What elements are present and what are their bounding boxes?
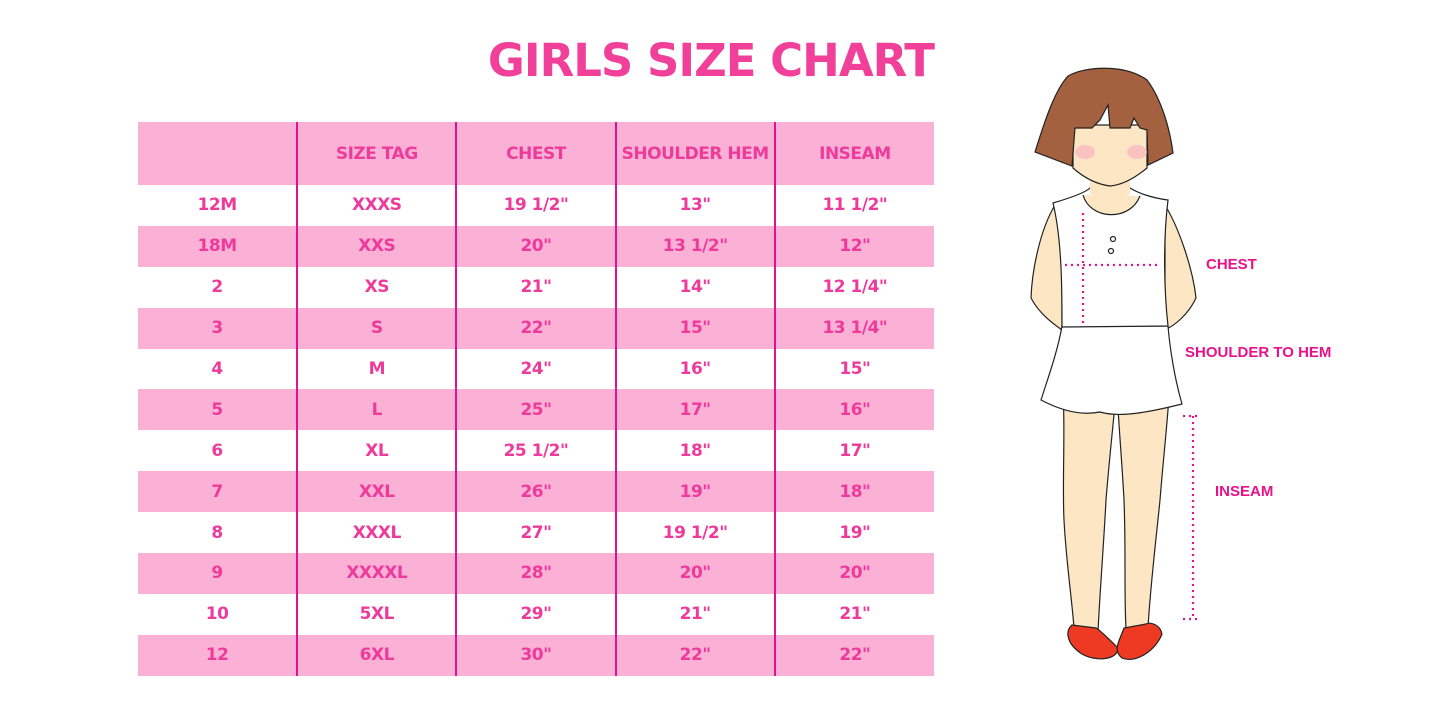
chest-cell: 22" — [455, 307, 616, 349]
size-cell: 6 — [211, 440, 223, 461]
table-row: 18M XXS 20" 13 1/2" 12" — [138, 225, 934, 267]
right-arm — [1164, 202, 1197, 331]
skirt — [1040, 325, 1183, 416]
inseam-cell: 12 1/4" — [773, 266, 934, 308]
table-row: 6 XL 25 1/2" 18" 17" — [138, 430, 934, 472]
inseam-cell: 19" — [773, 512, 934, 554]
chest-cell: 20" — [455, 225, 616, 267]
table-row: 9 XXXXL 28" 20" 20" — [138, 553, 934, 594]
size-tag-cell: XXS — [296, 225, 457, 267]
shoulder-hem-cell: 14" — [614, 266, 775, 308]
size-cell: 10 — [205, 604, 229, 625]
table-row: 10 5XL 29" 21" 21" — [138, 593, 934, 635]
inseam-cell: 21" — [773, 593, 934, 635]
chest-cell: 24" — [455, 348, 616, 390]
size-cell: 12 — [138, 634, 298, 676]
inseam-cell: 15" — [773, 348, 934, 390]
chest-label: CHEST — [1206, 256, 1257, 273]
shoulder-hem-cell: 22" — [614, 634, 775, 676]
table-header-row: SIZE TAG CHEST SHOULDER HEM INSEAM — [138, 122, 934, 185]
chest-cell: 21" — [455, 266, 616, 308]
size-tag-cell: 6XL — [296, 634, 457, 676]
left-shoe — [1067, 624, 1119, 660]
size-tag-cell: XXXL — [296, 512, 457, 554]
shoulder-to-hem-label: SHOULDER TO HEM — [1185, 344, 1332, 361]
size-cell: 3 — [138, 307, 298, 349]
size-tag-cell: XL — [296, 430, 457, 472]
header-cell — [138, 122, 298, 185]
right-shoe — [1116, 622, 1163, 660]
table-row: 12M XXXS 19 1/2" 13" 11 1/2" — [138, 185, 934, 226]
inseam-cell: 16" — [773, 389, 934, 431]
table-row: 8 XXXL 27" 19 1/2" 19" — [138, 512, 934, 554]
table-row: 5 L 25" 17" 16" — [138, 389, 934, 431]
size-chart-table: SIZE TAG CHEST SHOULDER HEM INSEAM 12M XX… — [138, 122, 934, 676]
table-row: 2 XS 21" 14" 12 1/4" — [138, 266, 934, 308]
table-row: 12 6XL 30" 22" 22" — [138, 634, 934, 676]
size-cell: 9 — [138, 553, 298, 594]
size-cell: 7 — [138, 471, 298, 513]
shoulder-hem-cell: 21" — [614, 593, 775, 635]
chest-cell: 29" — [455, 593, 616, 635]
shirt — [1052, 187, 1169, 328]
inseam-cell: 12" — [773, 225, 934, 267]
inseam-cell: 20" — [773, 553, 934, 594]
size-tag-cell: M — [296, 348, 457, 390]
shoulder-hem-cell: 13 1/2" — [614, 225, 775, 267]
size-cell: 5 — [138, 389, 298, 431]
size-tag-cell: XS — [296, 266, 457, 308]
left-arm — [1030, 204, 1063, 332]
table-row: 7 XXL 26" 19" 18" — [138, 471, 934, 513]
size-tag-cell: XXXXL — [296, 553, 457, 594]
chest-cell: 19 1/2" — [455, 185, 616, 226]
size-tag-cell: S — [296, 307, 457, 349]
shoulder-hem-cell: 17" — [614, 389, 775, 431]
size-cell: 12M — [197, 195, 238, 216]
chest-cell: 28" — [455, 553, 616, 594]
inseam-cell: 13 1/4" — [773, 307, 934, 349]
page-title: GIRLS SIZE CHART — [487, 34, 935, 87]
shoulder-hem-cell: 19" — [614, 471, 775, 513]
shoulder-hem-cell: 15" — [614, 307, 775, 349]
shoulder-hem-cell: 16" — [614, 348, 775, 390]
size-cell: 2 — [211, 277, 223, 298]
shoulder-hem-cell: 20" — [614, 553, 775, 594]
inseam-cell: 18" — [773, 471, 934, 513]
face — [1072, 124, 1148, 187]
table-row: 4 M 24" 16" 15" — [138, 348, 934, 390]
chest-cell: 30" — [455, 634, 616, 676]
chest-cell: 26" — [455, 471, 616, 513]
header-inseam: INSEAM — [773, 122, 934, 185]
inseam-cell: 22" — [773, 634, 934, 676]
chest-cell: 25" — [455, 389, 616, 431]
header-chest: CHEST — [455, 122, 616, 185]
chest-cell: 27" — [455, 512, 616, 554]
hair — [1034, 67, 1174, 167]
chest-cell: 25 1/2" — [455, 430, 616, 472]
shoulder-hem-cell: 13" — [614, 185, 775, 226]
size-cell: 8 — [211, 522, 223, 543]
inseam-cell: 17" — [773, 430, 934, 472]
size-tag-cell: L — [296, 389, 457, 431]
header-size-tag: SIZE TAG — [296, 122, 457, 185]
size-cell: 18M — [138, 225, 298, 267]
inseam-label: INSEAM — [1215, 483, 1274, 500]
size-tag-cell: 5XL — [296, 593, 457, 635]
size-cell: 4 — [211, 359, 223, 379]
shoulder-hem-cell: 19 1/2" — [614, 512, 775, 554]
size-tag-cell: XXXS — [296, 185, 457, 226]
header-shoulder-hem: SHOULDER HEM — [614, 122, 775, 185]
shoulder-hem-cell: 18" — [614, 430, 775, 472]
size-tag-cell: XXL — [296, 471, 457, 513]
inseam-cell: 11 1/2" — [773, 185, 934, 226]
table-row: 3 S 22" 15" 13 1/4" — [138, 307, 934, 349]
